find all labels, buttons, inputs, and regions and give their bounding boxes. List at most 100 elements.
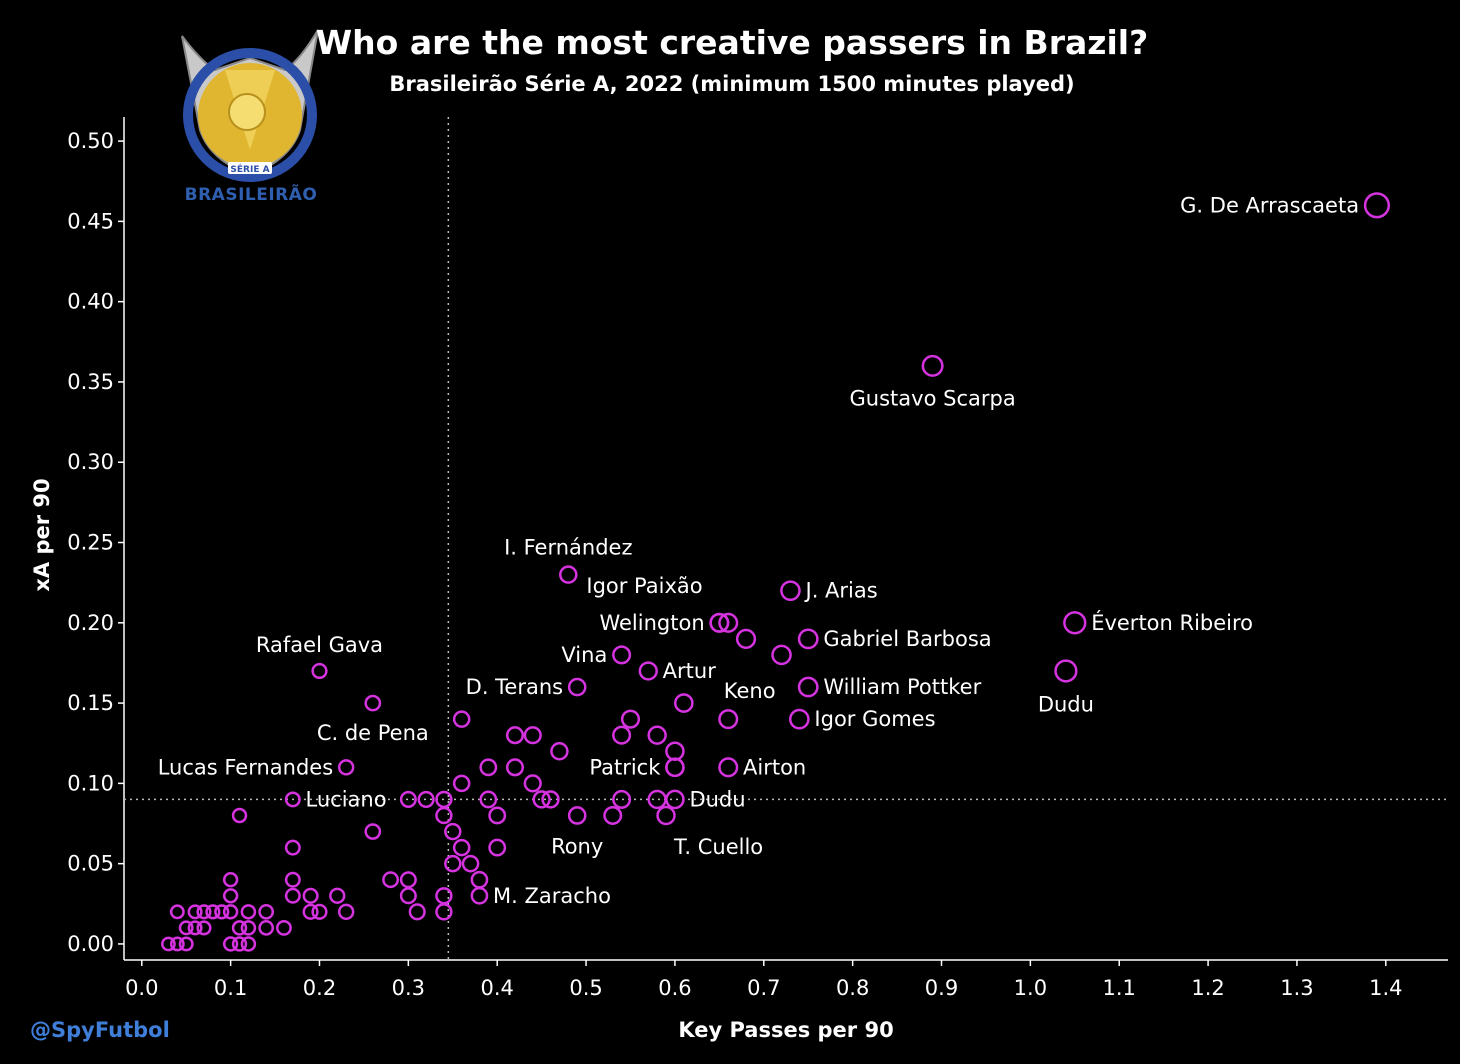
player-point-labeled bbox=[311, 662, 328, 680]
chart-subtitle: Brasileirão Série A, 2022 (minimum 1500 … bbox=[389, 72, 1074, 96]
x-tick-label: 0.2 bbox=[303, 976, 336, 1000]
player-point bbox=[718, 709, 739, 730]
player-point bbox=[718, 612, 739, 633]
logo-ring bbox=[183, 48, 317, 182]
player-point-labeled bbox=[780, 580, 801, 602]
player-label: Artur bbox=[663, 659, 717, 683]
player-point bbox=[647, 789, 667, 810]
player-point bbox=[222, 936, 239, 952]
player-point bbox=[620, 709, 641, 729]
player-point bbox=[541, 790, 560, 809]
player-point-labeled bbox=[612, 645, 632, 665]
y-tick-label: 0.50 bbox=[67, 129, 114, 153]
logo-badge: SÉRIE A bbox=[230, 163, 269, 175]
player-point-labeled bbox=[559, 565, 578, 584]
player-point-labeled bbox=[1054, 659, 1078, 683]
player-point bbox=[196, 904, 212, 920]
x-tick-label: 0.1 bbox=[214, 976, 247, 1000]
player-label: Gustavo Scarpa bbox=[850, 387, 1016, 411]
y-ticks: 0.00 0.05 0.10 0.15 0.20 0.25 0.30 0.35 0.40 0.45… bbox=[67, 129, 124, 956]
player-point bbox=[284, 887, 301, 904]
player-label: G. De Arrascaeta bbox=[1180, 193, 1359, 217]
y-tick-label: 0.00 bbox=[67, 932, 114, 956]
y-tick-label: 0.25 bbox=[67, 531, 114, 555]
player-point bbox=[240, 920, 257, 936]
x-tick-label: 1.1 bbox=[1103, 976, 1136, 1000]
player-point bbox=[444, 854, 462, 873]
player-point bbox=[382, 871, 400, 889]
player-point bbox=[399, 887, 417, 905]
player-point bbox=[435, 903, 453, 921]
y-tick-label: 0.20 bbox=[67, 611, 114, 635]
player-label: M. Zaracho bbox=[493, 884, 611, 908]
player-point bbox=[258, 920, 275, 936]
y-tick-label: 0.35 bbox=[67, 370, 114, 394]
player-point-labeled bbox=[638, 661, 658, 681]
player-point bbox=[452, 710, 471, 728]
player-point-labeled bbox=[709, 612, 730, 633]
player-point bbox=[505, 758, 524, 777]
player-point bbox=[523, 774, 542, 793]
player-point bbox=[337, 903, 355, 921]
player-point bbox=[470, 870, 489, 889]
player-point bbox=[399, 790, 417, 808]
player-point bbox=[364, 823, 382, 840]
player-point bbox=[329, 887, 346, 904]
player-point bbox=[302, 903, 319, 920]
player-point bbox=[479, 758, 498, 777]
y-tick-label: 0.10 bbox=[67, 771, 114, 795]
player-point bbox=[488, 838, 507, 857]
player-point bbox=[452, 774, 471, 793]
player-point bbox=[435, 887, 453, 905]
player-point bbox=[214, 904, 230, 920]
player-point bbox=[178, 936, 194, 952]
x-ticks: 0.0 0.1 0.2 0.3 0.4 0.5 0.6 0.7 0.8 0.9 1.0 1.1 1.2 1… bbox=[125, 960, 1403, 1000]
x-tick-label: 1.2 bbox=[1191, 976, 1224, 1000]
player-label: T. Cuello bbox=[673, 835, 763, 859]
player-label: C. de Pena bbox=[317, 721, 429, 745]
player-point bbox=[187, 920, 203, 936]
player-point bbox=[222, 888, 239, 904]
player-point bbox=[523, 726, 542, 745]
player-point-labeled bbox=[1363, 192, 1391, 219]
player-point bbox=[612, 725, 632, 745]
x-tick-label: 1.0 bbox=[1014, 976, 1047, 1000]
player-point bbox=[505, 726, 524, 745]
player-point bbox=[284, 871, 301, 888]
player-point bbox=[196, 920, 212, 936]
player-point bbox=[488, 806, 507, 825]
player-label: Rafael Gava bbox=[256, 633, 383, 657]
y-tick-label: 0.45 bbox=[67, 209, 114, 233]
x-tick-label: 0.0 bbox=[125, 976, 158, 1000]
player-point-labeled bbox=[718, 757, 739, 778]
player-point bbox=[169, 904, 185, 920]
player-label: Lucas Fernandes bbox=[158, 755, 333, 779]
player-point bbox=[399, 871, 417, 889]
player-point bbox=[222, 904, 239, 920]
player-point bbox=[284, 839, 301, 856]
player-label: J. Arias bbox=[804, 579, 878, 603]
player-point bbox=[240, 904, 257, 920]
x-tick-label: 0.7 bbox=[747, 976, 780, 1000]
player-point bbox=[647, 725, 667, 745]
player-point-labeled bbox=[1063, 611, 1087, 635]
player-label: Luciano bbox=[306, 787, 387, 811]
x-tick-label: 0.8 bbox=[836, 976, 869, 1000]
y-tick-label: 0.40 bbox=[67, 290, 114, 314]
player-point bbox=[187, 904, 203, 920]
player-point bbox=[231, 936, 248, 952]
chart-title: Who are the most creative passers in Bra… bbox=[316, 23, 1148, 62]
player-point-labeled bbox=[470, 886, 489, 905]
player-point bbox=[169, 936, 185, 952]
x-tick-label: 0.3 bbox=[392, 976, 425, 1000]
ball-icon bbox=[228, 93, 266, 131]
player-label: I. Fernández bbox=[504, 536, 632, 560]
player-point-labeled bbox=[921, 354, 944, 377]
player-point-labeled bbox=[337, 759, 355, 776]
player-point bbox=[452, 838, 471, 857]
credit-handle: @SpyFutbol bbox=[30, 1018, 170, 1042]
player-point bbox=[311, 903, 328, 920]
player-point bbox=[665, 741, 685, 762]
player-label: William Pottker bbox=[823, 675, 981, 699]
